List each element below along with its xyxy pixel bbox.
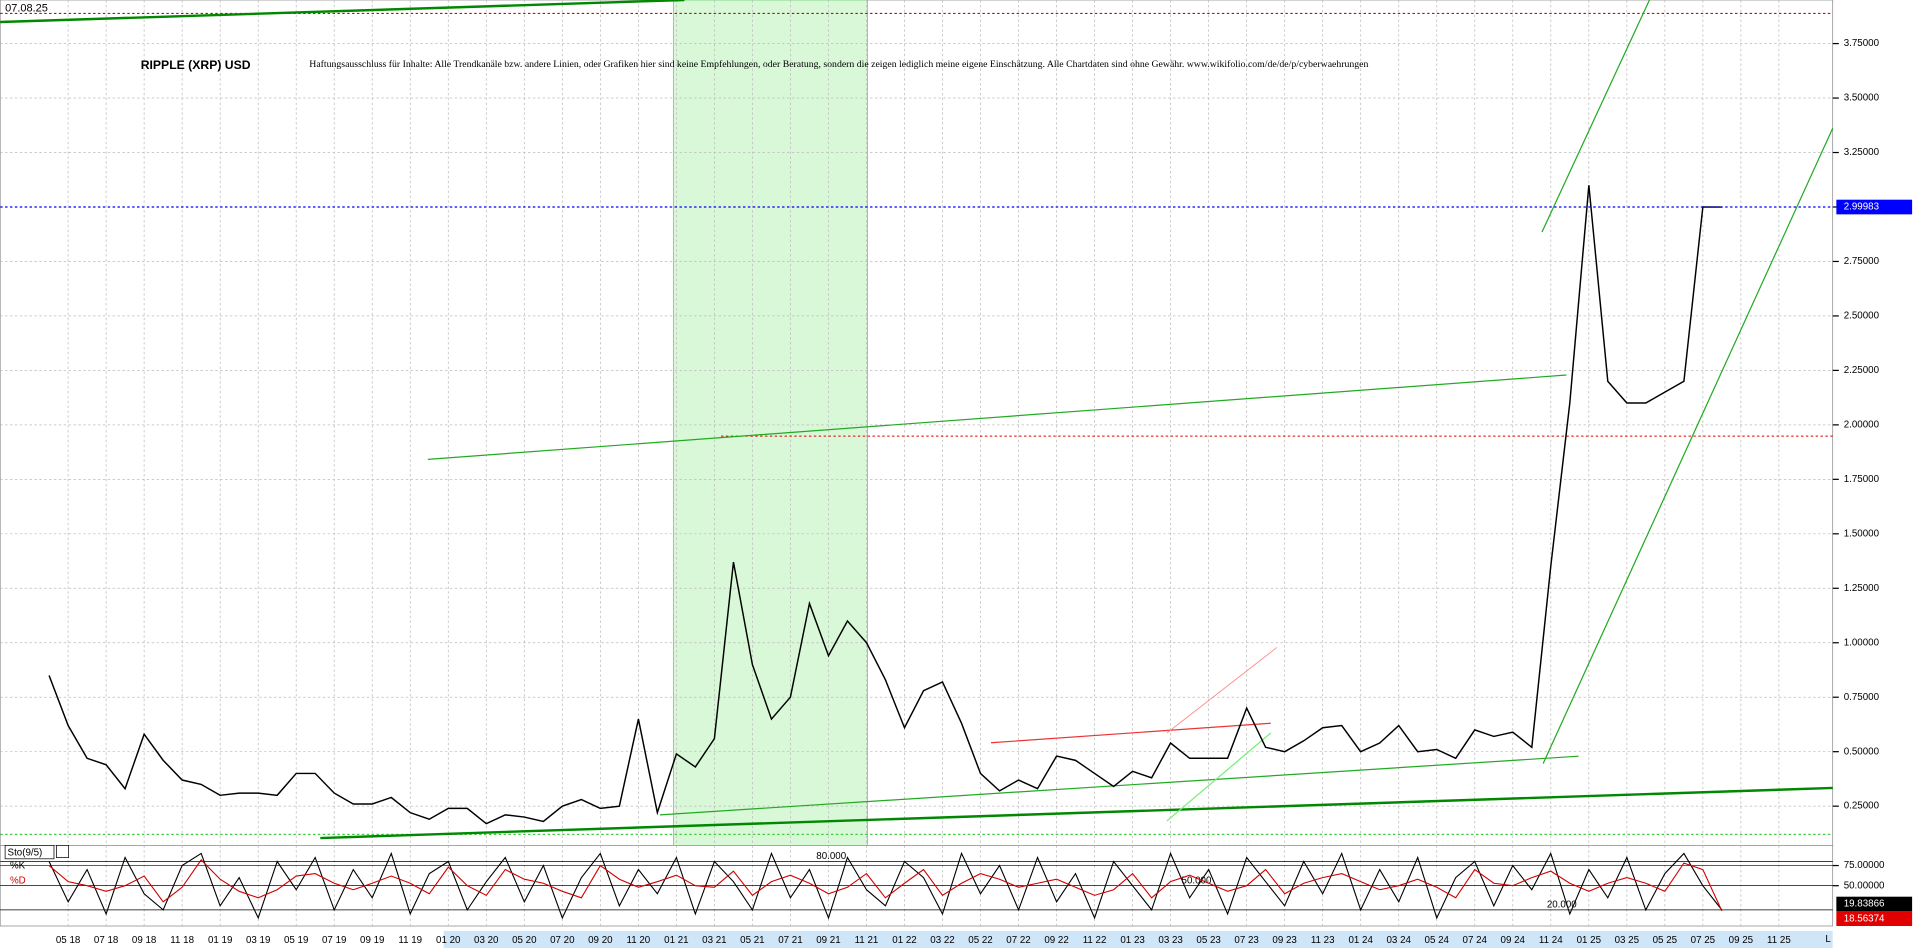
x-tick-label: 03 21	[702, 935, 726, 946]
trend-line	[1166, 647, 1278, 734]
legend-entry: %D	[10, 875, 26, 886]
x-tick-label: 05 21	[740, 935, 764, 946]
y-tick-label: 1.50000	[1844, 528, 1880, 539]
x-tick-label: 05 22	[968, 935, 992, 946]
trend-line	[1166, 732, 1272, 822]
y-tick-label: 1.25000	[1844, 583, 1880, 594]
level-label: 80.000	[816, 851, 846, 862]
x-tick-label: 07 24	[1463, 935, 1488, 946]
y-tick-label: 0.25000	[1844, 801, 1880, 812]
x-tick-label: 09 18	[132, 935, 156, 946]
x-tick-label: 11 21	[855, 935, 879, 946]
date-label: 07.08.25	[5, 2, 48, 14]
corner-label: L	[1825, 934, 1831, 945]
indicator-title: Sto(9/5)	[8, 847, 43, 858]
y-tick-label: 1.00000	[1844, 637, 1880, 648]
y-tick-label: 2.00000	[1844, 419, 1880, 430]
y-tick-label: 1.75000	[1844, 474, 1880, 485]
channel-line	[1541, 0, 1651, 233]
series-line	[48, 851, 1723, 920]
channel-line	[1542, 128, 1834, 764]
level-label: 50.000	[1182, 875, 1212, 886]
y-tick-label: 0.75000	[1844, 692, 1880, 703]
x-tick-label: 09 22	[1044, 935, 1068, 946]
y-tick-label: 2.75000	[1844, 256, 1880, 267]
series-line	[48, 185, 1722, 825]
trend-line	[990, 722, 1271, 744]
x-tick-label: 11 18	[170, 935, 194, 946]
level-label: 20.000	[1547, 900, 1577, 911]
last-value-box	[1836, 911, 1913, 927]
x-tick-label: 03 25	[1615, 935, 1640, 946]
highlight-zone	[672, 0, 868, 846]
x-tick-label: 09 25	[1729, 935, 1754, 946]
x-tick-label: 11 19	[398, 935, 422, 946]
trend-line	[659, 755, 1579, 816]
x-tick-label: 09 19	[360, 935, 384, 946]
x-tick-label: 11 24	[1539, 935, 1563, 946]
x-tick-label: 01 19	[208, 935, 232, 946]
x-tick-label: 11 20	[627, 935, 651, 946]
x-tick-label: 03 20	[474, 935, 499, 946]
last-value-label: 18.56374	[1844, 913, 1885, 924]
x-tick-label: 05 23	[1196, 935, 1220, 946]
x-tick-label: 01 22	[892, 935, 916, 946]
y-tick-label: 50.00000	[1844, 880, 1885, 891]
x-tick-label: 03 24	[1386, 935, 1411, 946]
current-price-box	[1836, 199, 1913, 215]
trend-line	[0, 0, 685, 24]
x-tick-label: 01 24	[1348, 935, 1373, 946]
y-tick-label: 2.50000	[1844, 311, 1880, 322]
x-tick-label: 11 25	[1767, 935, 1791, 946]
x-tick-label: 07 19	[322, 935, 346, 946]
y-tick-label: 3.25000	[1844, 147, 1880, 158]
x-tick-label: 07 22	[1006, 935, 1030, 946]
y-tick-label: 0.50000	[1844, 746, 1880, 757]
y-tick-label: 75.00000	[1844, 860, 1885, 871]
last-value-box	[1836, 896, 1913, 912]
x-tick-label: 03 23	[1158, 935, 1182, 946]
x-tick-label: 09 24	[1501, 935, 1526, 946]
disclaimer: Haftungsausschluss für Inhalte: Alle Tre…	[309, 59, 1368, 70]
axis-highlight	[443, 930, 1833, 948]
x-tick-label: 07 18	[94, 935, 118, 946]
legend-entry: %K	[10, 861, 26, 872]
x-tick-label: 01 25	[1577, 935, 1602, 946]
x-tick-label: 01 20	[436, 935, 461, 946]
x-tick-label: 05 25	[1653, 935, 1678, 946]
chart-title: RIPPLE (XRP) USD	[141, 58, 251, 72]
series-line	[48, 859, 1723, 912]
y-tick-label: 2.25000	[1844, 365, 1880, 376]
x-tick-label: 11 22	[1083, 935, 1107, 946]
x-tick-label: 09 20	[588, 935, 613, 946]
x-tick-label: 09 23	[1272, 935, 1296, 946]
x-tick-label: 07 21	[778, 935, 802, 946]
trend-line	[320, 786, 1833, 840]
x-tick-label: 07 25	[1691, 935, 1716, 946]
x-tick-label: 07 20	[550, 935, 575, 946]
x-tick-label: 03 19	[246, 935, 270, 946]
add-button[interactable]	[56, 845, 70, 858]
x-tick-label: 05 20	[512, 935, 537, 946]
x-tick-label: 01 21	[664, 935, 688, 946]
last-value-label: 19.83866	[1844, 899, 1885, 910]
x-tick-label: 05 24	[1425, 935, 1450, 946]
y-tick-label: 3.50000	[1844, 93, 1880, 104]
x-tick-label: 09 21	[816, 935, 840, 946]
y-tick-label: 3.75000	[1844, 38, 1880, 49]
x-tick-label: 01 23	[1120, 935, 1144, 946]
current-price-label: 2.99983	[1844, 202, 1879, 213]
x-tick-label: 07 23	[1234, 935, 1258, 946]
x-tick-label: 05 18	[56, 935, 80, 946]
indicator-box	[4, 845, 55, 860]
trend-line	[427, 374, 1567, 460]
x-tick-label: 05 19	[284, 935, 308, 946]
x-tick-label: 03 22	[930, 935, 954, 946]
x-tick-label: 11 23	[1311, 935, 1335, 946]
